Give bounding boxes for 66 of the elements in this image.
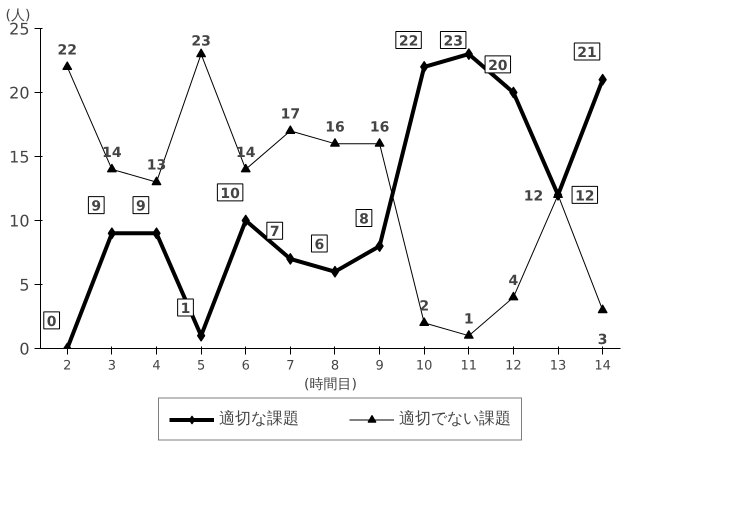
x-tick-label: 12 [505, 358, 522, 374]
data-label: 20 [488, 58, 508, 74]
data-label: 8 [359, 211, 369, 228]
data-label: 12 [524, 188, 544, 204]
data-label: 9 [91, 198, 102, 215]
point [419, 317, 430, 326]
data-label: 23 [191, 34, 211, 50]
point [375, 240, 384, 252]
point [152, 176, 162, 186]
x-tick-label: 13 [550, 358, 566, 374]
point [286, 252, 295, 265]
y-tick-label: 0 [19, 340, 30, 358]
data-label: 22 [398, 34, 418, 50]
data-label: 16 [370, 119, 390, 136]
data-label: 7 [270, 224, 280, 240]
point [598, 74, 607, 86]
x-tick-label: 14 [594, 358, 611, 374]
point [509, 86, 518, 98]
x-tick-label: 11 [460, 358, 478, 374]
x-tick-label: 2 [63, 358, 72, 374]
x-tick-label: 3 [108, 358, 116, 374]
point [598, 304, 608, 314]
data-label: 1 [180, 301, 190, 318]
data-label: 17 [280, 106, 300, 122]
x-tick-label: 9 [375, 358, 384, 374]
data-label: 1 [464, 311, 474, 328]
data-label: 2 [419, 298, 430, 314]
data-label: 9 [136, 198, 146, 215]
legend-label: 適切でない課題 [399, 408, 511, 430]
data-label: 10 [220, 186, 240, 202]
data-label: 12 [575, 188, 595, 204]
point [62, 61, 72, 70]
x-tick-label: 10 [416, 358, 432, 374]
x-tick-label: 7 [286, 358, 294, 374]
point [152, 227, 161, 240]
legend-label: 適切な課題 [219, 408, 299, 430]
x-axis-title: (時間目) [304, 376, 357, 392]
y-tick-label: 5 [19, 276, 30, 294]
data-label: 16 [325, 119, 345, 136]
point [464, 330, 474, 339]
point [196, 330, 206, 342]
x-tick-label: 4 [152, 358, 161, 374]
y-tick-label: 10 [9, 212, 30, 230]
x-tick-label: 5 [196, 358, 206, 374]
point [242, 214, 250, 226]
data-label: 21 [577, 45, 597, 62]
y-tick-label: 15 [9, 148, 30, 166]
point [196, 48, 206, 58]
data-label: 4 [508, 272, 519, 289]
data-label: 6 [314, 237, 324, 254]
data-label: 22 [58, 42, 78, 58]
data-label: 0 [46, 314, 57, 330]
point [285, 125, 296, 134]
x-tick-label: 8 [330, 358, 340, 374]
x-tick-label: 6 [242, 358, 250, 374]
point [374, 138, 385, 147]
point [240, 164, 251, 172]
point [508, 292, 518, 300]
point [330, 266, 340, 278]
data-label: 23 [443, 34, 463, 50]
data-label: 3 [598, 332, 608, 348]
y-tick-label: 20 [9, 84, 30, 102]
point [330, 138, 340, 147]
y-axis-title: (人) [6, 8, 30, 24]
point [108, 227, 116, 240]
point [106, 164, 117, 172]
